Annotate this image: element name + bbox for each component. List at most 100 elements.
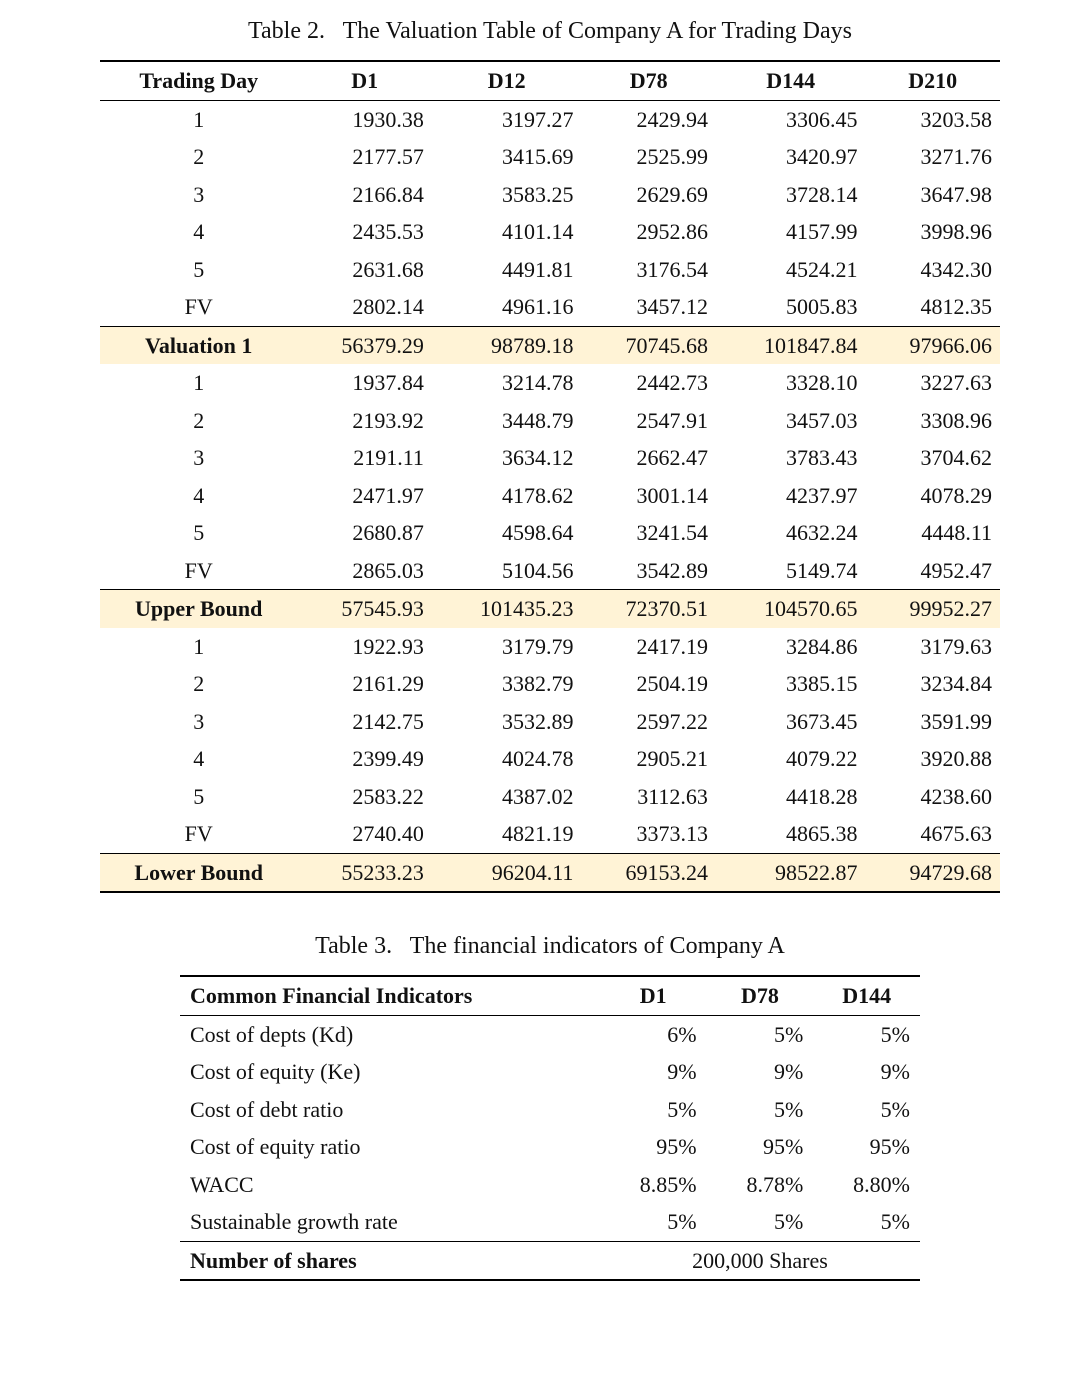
page: Table 2. The Valuation Table of Company …	[0, 0, 1080, 1321]
table2-cell: 4812.35	[865, 288, 1000, 326]
table2-summary-cell: 101435.23	[432, 590, 582, 628]
table2-row: 11937.843214.782442.733328.103227.63	[100, 364, 1000, 402]
table2-cell: 2193.92	[297, 402, 432, 440]
table2-cell: 4675.63	[865, 815, 1000, 853]
table2-cell: 2865.03	[297, 552, 432, 590]
table3-cell: 5%	[813, 1203, 920, 1241]
table2-cell: 4101.14	[432, 213, 582, 251]
table3-row: Sustainable growth rate5%5%5%	[180, 1203, 920, 1241]
table3-cell: 95%	[600, 1128, 707, 1166]
table2-row: 52631.684491.813176.544524.214342.30	[100, 251, 1000, 289]
table2-cell: 4448.11	[865, 514, 1000, 552]
table2-cell: 4821.19	[432, 815, 582, 853]
table2-cell: 3385.15	[716, 665, 866, 703]
table2-summary-cell: 99952.27	[865, 590, 1000, 628]
table2-cell: 2429.94	[581, 100, 716, 138]
table3-row: Cost of equity ratio95%95%95%	[180, 1128, 920, 1166]
table2-row-label: FV	[100, 552, 297, 590]
table2-cell: 2177.57	[297, 138, 432, 176]
table2-row: 32142.753532.892597.223673.453591.99	[100, 703, 1000, 741]
table2-cell: 4387.02	[432, 778, 582, 816]
table2-cell: 2442.73	[581, 364, 716, 402]
table2-row: FV2740.404821.193373.134865.384675.63	[100, 815, 1000, 853]
table2-cell: 3634.12	[432, 439, 582, 477]
table2-cell: 3542.89	[581, 552, 716, 590]
table2-cell: 2191.11	[297, 439, 432, 477]
table2-col-4: D144	[716, 61, 866, 100]
table3-cell: 5%	[813, 1015, 920, 1053]
table2-cell: 5104.56	[432, 552, 582, 590]
table2-cell: 3673.45	[716, 703, 866, 741]
table2-cell: 2471.97	[297, 477, 432, 515]
table2-cell: 3382.79	[432, 665, 582, 703]
table3-col-0: Common Financial Indicators	[180, 976, 600, 1015]
table3-cell: 5%	[600, 1091, 707, 1129]
table2-summary-cell: 104570.65	[716, 590, 866, 628]
table2-summary-cell: 96204.11	[432, 853, 582, 892]
table2-cell: 3328.10	[716, 364, 866, 402]
table2-col-0: Trading Day	[100, 61, 297, 100]
table2-summary-label: Valuation 1	[100, 326, 297, 364]
table2-row-label: 4	[100, 213, 297, 251]
table2-summary-cell: 56379.29	[297, 326, 432, 364]
table2-cell: 1930.38	[297, 100, 432, 138]
table2-cell: 2166.84	[297, 176, 432, 214]
table2-cell: 3420.97	[716, 138, 866, 176]
table3-row-label: WACC	[180, 1166, 600, 1204]
table2-summary-cell: 94729.68	[865, 853, 1000, 892]
table3-cell: 5%	[707, 1091, 814, 1129]
table3-row-label: Sustainable growth rate	[180, 1203, 600, 1241]
table3-cell: 6%	[600, 1015, 707, 1053]
table3-row: WACC8.85%8.78%8.80%	[180, 1166, 920, 1204]
table2-summary-cell: 69153.24	[581, 853, 716, 892]
table2-cell: 4342.30	[865, 251, 1000, 289]
table2-row: 32166.843583.252629.693728.143647.98	[100, 176, 1000, 214]
table2-cell: 2740.40	[297, 815, 432, 853]
table2-cell: 2547.91	[581, 402, 716, 440]
table2-cell: 4632.24	[716, 514, 866, 552]
table3-footer-row: Number of shares200,000 Shares	[180, 1241, 920, 1280]
table3-col-3: D144	[813, 976, 920, 1015]
table2-cell: 3457.12	[581, 288, 716, 326]
table2-cell: 3241.54	[581, 514, 716, 552]
table2-cell: 3001.14	[581, 477, 716, 515]
table2-summary-cell: 70745.68	[581, 326, 716, 364]
table2-cell: 4952.47	[865, 552, 1000, 590]
table2-cell: 4491.81	[432, 251, 582, 289]
table2-col-3: D78	[581, 61, 716, 100]
table2-cell: 2597.22	[581, 703, 716, 741]
table2-row: 42399.494024.782905.214079.223920.88	[100, 740, 1000, 778]
table2-summary-label: Upper Bound	[100, 590, 297, 628]
table3-row: Cost of equity (Ke)9%9%9%	[180, 1053, 920, 1091]
table2-cell: 2662.47	[581, 439, 716, 477]
table2-cell: 2161.29	[297, 665, 432, 703]
table3-body: Cost of depts (Kd)6%5%5%Cost of equity (…	[180, 1015, 920, 1280]
table2-cell: 4237.97	[716, 477, 866, 515]
table2-row: 11922.933179.792417.193284.863179.63	[100, 628, 1000, 666]
table2-cell: 2629.69	[581, 176, 716, 214]
table3-row: Cost of depts (Kd)6%5%5%	[180, 1015, 920, 1053]
table2-header-row: Trading Day D1 D12 D78 D144 D210	[100, 61, 1000, 100]
table2-col-5: D210	[865, 61, 1000, 100]
table2-cell: 2583.22	[297, 778, 432, 816]
table2-row-label: 3	[100, 176, 297, 214]
table2-row: 11930.383197.272429.943306.453203.58	[100, 100, 1000, 138]
table3-cell: 5%	[813, 1091, 920, 1129]
table2-row: FV2802.144961.163457.125005.834812.35	[100, 288, 1000, 326]
table2-row-label: 3	[100, 439, 297, 477]
table2-cell: 3203.58	[865, 100, 1000, 138]
table2-body: 11930.383197.272429.943306.453203.582217…	[100, 100, 1000, 892]
table2-summary-cell: 57545.93	[297, 590, 432, 628]
table2-caption: Table 2. The Valuation Table of Company …	[100, 16, 1000, 46]
table2-cell: 3448.79	[432, 402, 582, 440]
table2-row-label: 2	[100, 138, 297, 176]
table2-cell: 3271.76	[865, 138, 1000, 176]
table2-row-label: 1	[100, 628, 297, 666]
table2-caption-prefix: Table 2.	[248, 18, 325, 44]
table2-row-label: 5	[100, 514, 297, 552]
table2-cell: 3234.84	[865, 665, 1000, 703]
table2-cell: 1937.84	[297, 364, 432, 402]
table2-row-label: 5	[100, 778, 297, 816]
table2-cell: 3179.63	[865, 628, 1000, 666]
table3-row-label: Cost of equity (Ke)	[180, 1053, 600, 1091]
